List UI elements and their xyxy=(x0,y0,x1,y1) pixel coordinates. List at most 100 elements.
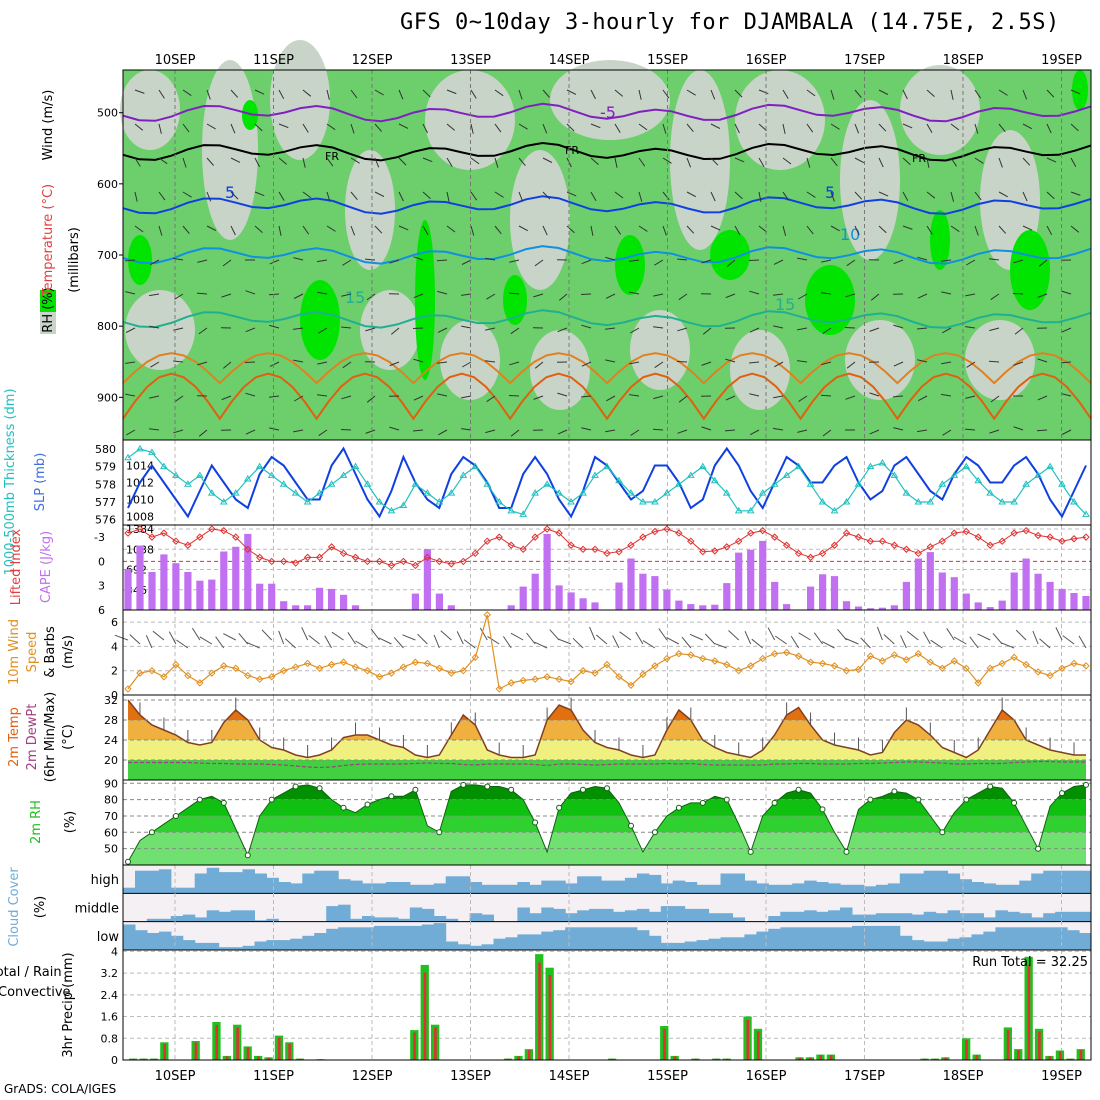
wind-speed-marker xyxy=(651,662,659,670)
wind-barb xyxy=(446,157,453,167)
rh-dry-region xyxy=(670,70,730,250)
cloud-bar-high xyxy=(756,883,769,894)
cloud-bar-middle xyxy=(421,908,435,922)
wind-barb xyxy=(998,225,1007,234)
wind-barb xyxy=(878,225,887,234)
li-marker xyxy=(483,537,491,545)
precip-conv-bar xyxy=(527,1050,531,1060)
li-marker xyxy=(555,529,563,537)
cloud-bar-middle xyxy=(1031,917,1044,922)
wind-barb xyxy=(182,123,190,133)
wind-barb xyxy=(1078,635,1087,649)
dewpt-line xyxy=(128,760,1086,769)
cloud-bar-middle xyxy=(397,918,411,922)
cloud-bar-high xyxy=(708,884,722,894)
wind-barb xyxy=(318,327,328,334)
cloud-bar-middle xyxy=(338,904,351,922)
cloud-bar-low xyxy=(493,938,506,950)
cloud-bar-high xyxy=(887,883,901,894)
wind-barb xyxy=(653,293,664,297)
cloud-bar-middle xyxy=(242,910,255,922)
thickness-marker xyxy=(399,501,408,509)
cape-bar xyxy=(148,572,156,610)
wind-barb xyxy=(245,392,256,397)
wind-barb xyxy=(191,627,201,641)
cloud-bar-high xyxy=(194,873,208,894)
bottom-date-label: 10SEP xyxy=(155,1069,196,1084)
cloud-bar-high xyxy=(409,884,423,894)
li-marker xyxy=(902,545,911,553)
wind-barb xyxy=(302,123,309,133)
wind-barb xyxy=(222,361,232,369)
thickness-marker xyxy=(627,489,635,496)
temp-band xyxy=(128,720,1086,740)
cape-bar xyxy=(842,601,851,610)
rh-marker xyxy=(747,848,754,855)
wind-barb xyxy=(902,123,913,129)
wind-ylabel-4: (m/s) xyxy=(61,635,76,669)
wind-barb xyxy=(269,324,280,329)
wind-barb xyxy=(806,89,816,97)
wind-barb xyxy=(494,157,499,168)
cloud-bar-low xyxy=(613,927,626,950)
cloud-bar-low xyxy=(768,928,781,951)
wind-barb xyxy=(998,191,1008,198)
wind-barb xyxy=(1001,642,1015,649)
cape-bar xyxy=(555,585,563,610)
cloud-bar-middle xyxy=(780,911,793,922)
wind-speed-marker xyxy=(986,664,994,672)
cloud-bar-high xyxy=(792,883,805,894)
panel-frame xyxy=(122,609,1092,696)
cloud-bar-high xyxy=(1043,870,1056,894)
wind-barb xyxy=(331,631,344,641)
thickness-marker xyxy=(207,489,216,496)
cape-bar xyxy=(280,601,288,610)
thickness-marker xyxy=(124,453,132,461)
top-date-label: 17SEP xyxy=(844,53,885,68)
wind-barb xyxy=(134,191,138,202)
wind-barb xyxy=(341,395,352,400)
wind-barb xyxy=(686,225,695,234)
wind-barb xyxy=(638,123,648,131)
cloud-bar-low xyxy=(529,934,542,950)
wind-barb xyxy=(413,358,424,363)
cloud-bar-low xyxy=(1067,930,1080,950)
cloud-bar-middle xyxy=(696,908,710,922)
wind-barb xyxy=(422,123,428,134)
wind-barb xyxy=(878,89,889,95)
rh-marker xyxy=(771,799,778,806)
li-marker xyxy=(950,529,958,537)
precip-conv-bar xyxy=(236,1027,239,1060)
wind-barb xyxy=(974,157,984,164)
cloud-bar-middle xyxy=(708,913,722,922)
wind-barb xyxy=(199,636,213,645)
panel-frame xyxy=(122,949,1092,1061)
wind-barb xyxy=(149,259,160,266)
wind-barb xyxy=(486,293,496,300)
wind-barb xyxy=(176,639,189,649)
cloud-bar-middle xyxy=(768,916,781,922)
wind-barb xyxy=(820,394,832,397)
precip-conv-bar xyxy=(923,1058,927,1060)
wind-barb xyxy=(926,157,930,168)
thickness-marker xyxy=(1022,480,1031,487)
cloud-bar-low xyxy=(206,942,220,950)
cloud-bar-low xyxy=(457,944,471,950)
wind-barb xyxy=(989,327,1000,332)
wind-barb xyxy=(1046,225,1053,236)
wind-barb xyxy=(245,429,256,435)
cape-bar xyxy=(411,593,419,610)
wind-barb xyxy=(173,360,184,363)
wind-barb xyxy=(992,633,1003,645)
wind-barb xyxy=(206,157,214,166)
cloud-bar-middle xyxy=(481,914,494,922)
cape-bar xyxy=(1010,572,1018,610)
y-tick-label: 20 xyxy=(104,754,118,767)
wind-speed-marker xyxy=(794,652,803,660)
wind-barb xyxy=(413,429,424,432)
precip-conv-bar xyxy=(225,1056,229,1060)
wind-barb xyxy=(302,89,312,97)
cloud-bar-low xyxy=(1043,927,1056,950)
left-tick-label: 0 xyxy=(98,555,105,568)
thickness-marker xyxy=(495,498,504,505)
